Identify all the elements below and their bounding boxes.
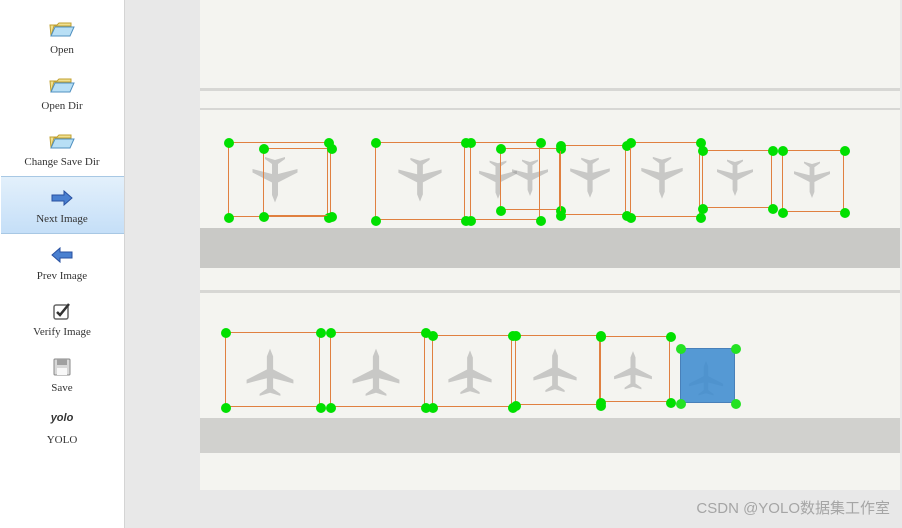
bbox-handle[interactable]: [536, 216, 546, 226]
open-dir-label: Open Dir: [41, 100, 82, 112]
bbox-handle[interactable]: [778, 146, 788, 156]
bbox-handle[interactable]: [731, 344, 741, 354]
open-label: Open: [50, 44, 74, 56]
save-label: Save: [51, 382, 72, 394]
bbox-handle[interactable]: [327, 212, 337, 222]
prev-image-button[interactable]: Prev Image: [1, 234, 124, 290]
bbox-handle[interactable]: [556, 141, 566, 151]
bbox-handle[interactable]: [556, 211, 566, 221]
yolo-toggle-label: yolo: [51, 412, 74, 424]
bounding-box[interactable]: [782, 150, 844, 212]
bbox-handle[interactable]: [371, 216, 381, 226]
bbox-handle[interactable]: [666, 332, 676, 342]
bbox-handle[interactable]: [511, 401, 521, 411]
bbox-handle[interactable]: [428, 403, 438, 413]
bbox-handle[interactable]: [327, 144, 337, 154]
bbox-handle[interactable]: [778, 208, 788, 218]
image-viewport[interactable]: [200, 0, 900, 490]
yolo-format-button[interactable]: YOLO: [1, 432, 124, 454]
bbox-handle[interactable]: [466, 138, 476, 148]
verify-image-label: Verify Image: [33, 326, 91, 338]
bounding-box[interactable]: [630, 142, 700, 217]
bbox-handle[interactable]: [326, 328, 336, 338]
bbox-handle[interactable]: [698, 204, 708, 214]
bbox-handle[interactable]: [840, 146, 850, 156]
bbox-handle[interactable]: [626, 138, 636, 148]
bounding-box[interactable]: [680, 348, 735, 403]
bounding-box[interactable]: [500, 148, 560, 210]
bounding-box[interactable]: [375, 142, 465, 220]
bbox-handle[interactable]: [696, 213, 706, 223]
bbox-handle[interactable]: [259, 212, 269, 222]
bbox-handle[interactable]: [768, 204, 778, 214]
bounding-box[interactable]: [515, 335, 600, 405]
bounding-box[interactable]: [600, 336, 670, 402]
bbox-handle[interactable]: [224, 138, 234, 148]
bbox-handle[interactable]: [666, 398, 676, 408]
open-button[interactable]: Open: [1, 8, 124, 64]
bbox-handle[interactable]: [326, 403, 336, 413]
bbox-handle[interactable]: [596, 398, 606, 408]
bbox-handle[interactable]: [221, 403, 231, 413]
check-box-icon: [52, 300, 72, 322]
bbox-handle[interactable]: [496, 206, 506, 216]
bbox-handle[interactable]: [511, 331, 521, 341]
folder-open-icon: [49, 130, 75, 152]
folder-open-icon: [49, 18, 75, 40]
bounding-box[interactable]: [702, 150, 772, 208]
next-image-label: Next Image: [36, 213, 88, 225]
prev-image-label: Prev Image: [37, 270, 87, 282]
bbox-handle[interactable]: [626, 213, 636, 223]
verify-image-button[interactable]: Verify Image: [1, 290, 124, 346]
bbox-handle[interactable]: [316, 403, 326, 413]
bbox-handle[interactable]: [731, 399, 741, 409]
bbox-handle[interactable]: [768, 146, 778, 156]
open-dir-button[interactable]: Open Dir: [1, 64, 124, 120]
bounding-box[interactable]: [225, 332, 320, 407]
change-save-dir-button[interactable]: Change Save Dir: [1, 120, 124, 176]
arrow-left-icon: [50, 244, 74, 266]
bbox-handle[interactable]: [676, 399, 686, 409]
bbox-handle[interactable]: [259, 144, 269, 154]
bbox-handle[interactable]: [221, 328, 231, 338]
bbox-handle[interactable]: [676, 344, 686, 354]
bbox-handle[interactable]: [224, 213, 234, 223]
bbox-handle[interactable]: [428, 331, 438, 341]
bounding-box[interactable]: [330, 332, 425, 407]
next-image-button[interactable]: Next Image: [1, 176, 124, 234]
folder-open-icon: [49, 74, 75, 96]
arrow-right-icon: [50, 187, 74, 209]
toolbar: Open Open Dir Change Save Dir Next Image…: [0, 0, 125, 528]
bbox-handle[interactable]: [536, 138, 546, 148]
floppy-icon: [53, 356, 71, 378]
canvas-area[interactable]: [125, 0, 902, 528]
bounding-box[interactable]: [560, 145, 626, 215]
bbox-handle[interactable]: [316, 328, 326, 338]
change-save-dir-label: Change Save Dir: [24, 156, 99, 168]
yolo-toggle-button[interactable]: yolo: [1, 402, 124, 432]
bbox-handle[interactable]: [698, 146, 708, 156]
bbox-handle[interactable]: [840, 208, 850, 218]
bbox-handle[interactable]: [496, 144, 506, 154]
bounding-box[interactable]: [263, 148, 331, 216]
yolo-label: YOLO: [47, 434, 78, 446]
bbox-handle[interactable]: [371, 138, 381, 148]
bbox-handle[interactable]: [596, 332, 606, 342]
save-button[interactable]: Save: [1, 346, 124, 402]
bbox-handle[interactable]: [466, 216, 476, 226]
bounding-box[interactable]: [432, 335, 512, 407]
